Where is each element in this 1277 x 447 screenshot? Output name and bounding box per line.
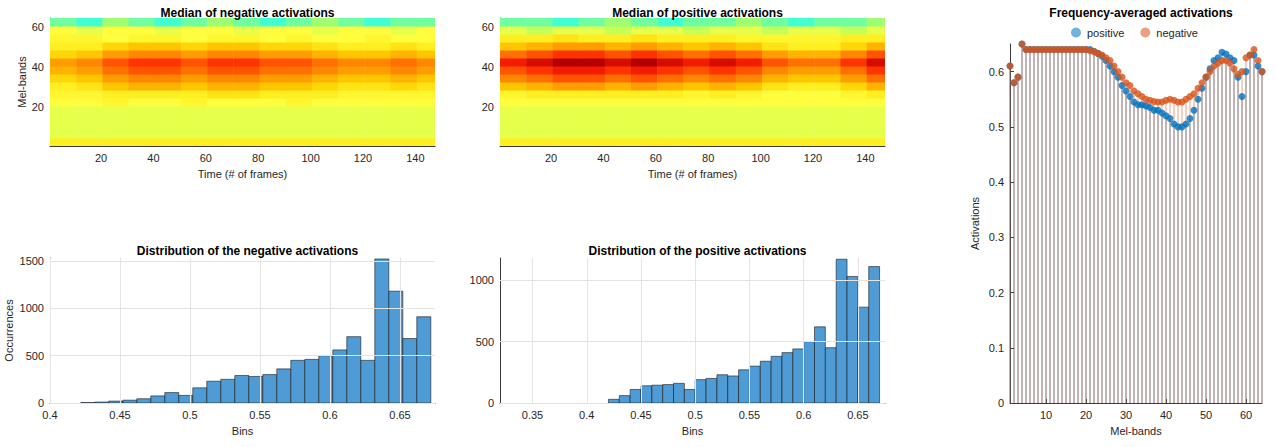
svg-text:1500: 1500 — [20, 255, 44, 267]
svg-text:0.6: 0.6 — [796, 409, 811, 421]
svg-text:negative: negative — [1156, 27, 1198, 39]
svg-text:0.65: 0.65 — [389, 409, 410, 421]
svg-text:100: 100 — [301, 152, 319, 164]
svg-text:20: 20 — [545, 152, 557, 164]
svg-text:0.55: 0.55 — [249, 409, 270, 421]
svg-text:500: 500 — [26, 350, 44, 362]
svg-text:60: 60 — [200, 152, 212, 164]
svg-text:0.45: 0.45 — [109, 409, 130, 421]
svg-text:120: 120 — [804, 152, 822, 164]
svg-text:60: 60 — [32, 21, 44, 33]
svg-text:0: 0 — [488, 397, 494, 409]
svg-text:0.1: 0.1 — [989, 342, 1004, 354]
svg-text:0.5: 0.5 — [989, 121, 1004, 133]
svg-text:1000: 1000 — [20, 302, 44, 314]
svg-text:0.35: 0.35 — [522, 409, 543, 421]
svg-text:0.4: 0.4 — [42, 409, 57, 421]
svg-text:0.55: 0.55 — [739, 409, 760, 421]
svg-text:0.4: 0.4 — [989, 176, 1004, 188]
svg-text:500: 500 — [476, 336, 494, 348]
svg-text:1000: 1000 — [470, 274, 494, 286]
svg-text:80: 80 — [252, 152, 264, 164]
svg-text:30: 30 — [1120, 409, 1132, 421]
svg-text:Median of positive activations: Median of positive activations — [612, 6, 783, 20]
svg-text:140: 140 — [856, 152, 874, 164]
svg-text:60: 60 — [482, 21, 494, 33]
svg-text:0.5: 0.5 — [182, 409, 197, 421]
svg-text:0.6: 0.6 — [322, 409, 337, 421]
svg-text:Time (# of frames): Time (# of frames) — [198, 168, 287, 180]
svg-text:0.3: 0.3 — [989, 231, 1004, 243]
svg-text:Median of negative activations: Median of negative activations — [160, 6, 334, 20]
svg-text:40: 40 — [147, 152, 159, 164]
svg-text:10: 10 — [1040, 409, 1052, 421]
svg-text:40: 40 — [32, 61, 44, 73]
svg-text:0.65: 0.65 — [847, 409, 868, 421]
svg-text:Mel-bands: Mel-bands — [16, 56, 28, 108]
svg-text:60: 60 — [650, 152, 662, 164]
svg-text:100: 100 — [751, 152, 769, 164]
svg-text:140: 140 — [406, 152, 424, 164]
svg-text:0: 0 — [998, 397, 1004, 409]
svg-text:0.45: 0.45 — [630, 409, 651, 421]
svg-text:Activations: Activations — [969, 196, 981, 250]
svg-text:20: 20 — [482, 101, 494, 113]
svg-text:0.6: 0.6 — [989, 66, 1004, 78]
svg-text:40: 40 — [597, 152, 609, 164]
svg-text:20: 20 — [32, 101, 44, 113]
svg-text:Distribution of the negative a: Distribution of the negative activations — [137, 244, 359, 258]
svg-text:0.5: 0.5 — [688, 409, 703, 421]
svg-text:Frequency-averaged activations: Frequency-averaged activations — [1049, 6, 1233, 20]
svg-text:Distribution of the positive a: Distribution of the positive activations — [588, 244, 806, 258]
svg-text:Mel-bands: Mel-bands — [1110, 425, 1162, 437]
svg-text:Bins: Bins — [682, 425, 704, 437]
svg-text:Bins: Bins — [232, 425, 254, 437]
svg-text:40: 40 — [1160, 409, 1172, 421]
svg-text:40: 40 — [482, 61, 494, 73]
svg-text:0.4: 0.4 — [579, 409, 594, 421]
svg-text:Occurrences: Occurrences — [3, 299, 15, 362]
svg-text:Time (# of frames): Time (# of frames) — [648, 168, 737, 180]
svg-text:80: 80 — [702, 152, 714, 164]
svg-text:20: 20 — [1080, 409, 1092, 421]
svg-text:0.2: 0.2 — [989, 287, 1004, 299]
svg-text:60: 60 — [1240, 409, 1252, 421]
svg-text:0: 0 — [38, 397, 44, 409]
svg-text:20: 20 — [95, 152, 107, 164]
svg-text:positive: positive — [1087, 27, 1124, 39]
svg-text:50: 50 — [1200, 409, 1212, 421]
svg-text:120: 120 — [354, 152, 372, 164]
